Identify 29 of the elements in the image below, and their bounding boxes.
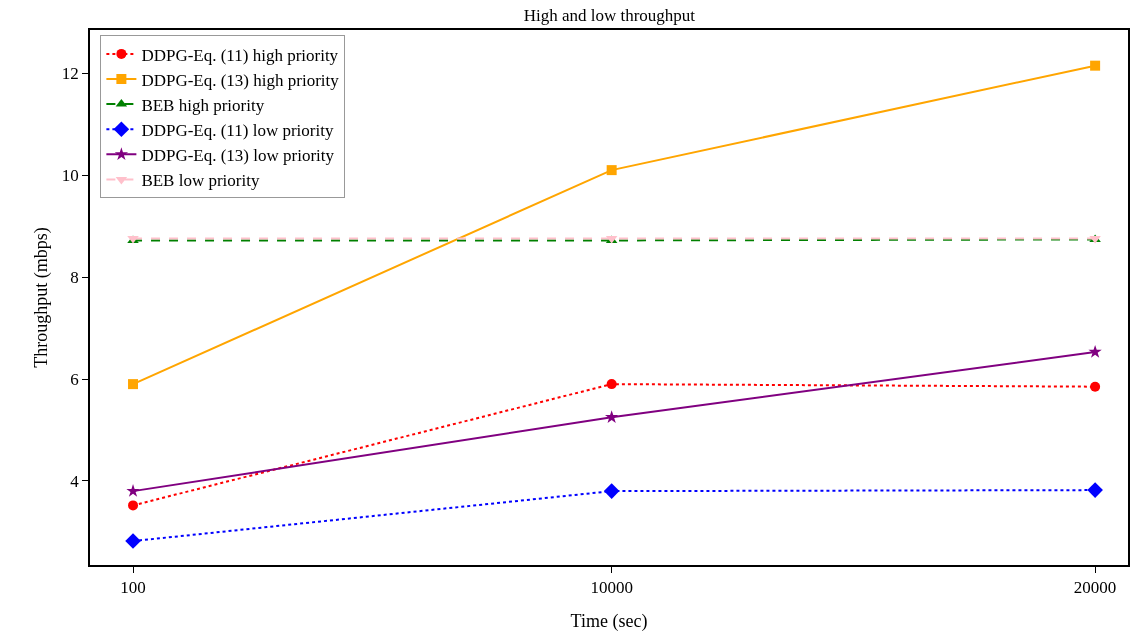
y-axis-title: Throughput (mbps): [30, 227, 52, 368]
legend-label: DDPG-Eq. (13) low priority: [141, 145, 335, 165]
y-tick-label: 4: [70, 471, 80, 491]
point: [606, 379, 617, 390]
point: [1090, 60, 1101, 71]
legend-label: DDPG-Eq. (11) low priority: [141, 120, 334, 140]
legend-label: DDPG-Eq. (13) high priority: [141, 70, 340, 90]
point: [603, 483, 620, 499]
point: [1090, 381, 1101, 392]
point: [128, 500, 139, 511]
point: [125, 533, 141, 549]
y-tick-label: 6: [70, 369, 79, 389]
point: [606, 165, 617, 176]
y-tick-label: 8: [70, 268, 79, 288]
point: [126, 484, 140, 497]
y-tick-label: 10: [61, 166, 79, 186]
x-axis-title: Time (sec): [570, 610, 648, 632]
x-tick-label: 10000: [590, 578, 633, 598]
legend-label: DDPG-Eq. (11) high priority: [141, 45, 339, 65]
point: [128, 379, 139, 390]
y-tick-label: 12: [61, 64, 79, 84]
chart-title: High and low throughput: [523, 6, 696, 26]
point: [605, 410, 619, 423]
x-tick-label: 100: [120, 578, 146, 598]
legend-label: BEB low priority: [141, 171, 260, 191]
point: [1087, 482, 1103, 498]
x-tick-label: 20000: [1073, 578, 1117, 598]
legend-label: BEB high priority: [141, 95, 265, 115]
point: [1088, 345, 1102, 358]
